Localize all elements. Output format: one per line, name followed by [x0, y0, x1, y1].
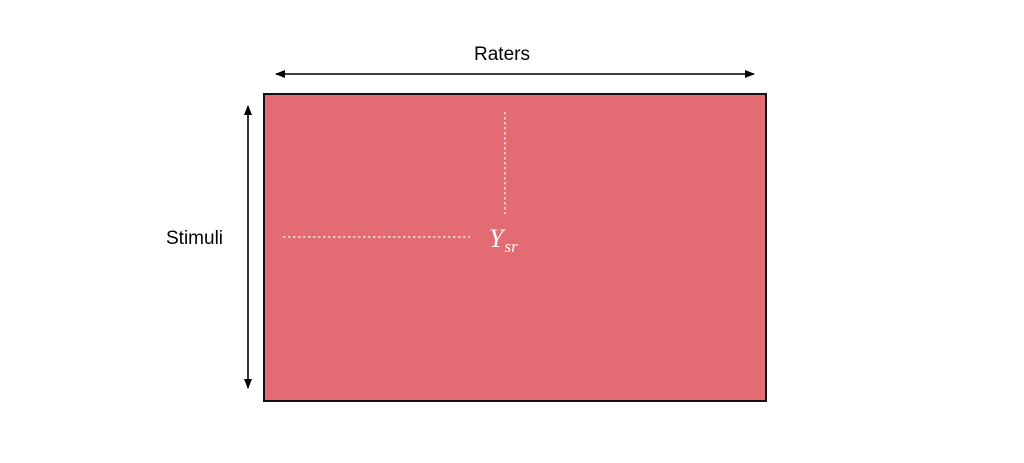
data-matrix	[263, 93, 767, 402]
raters-axis-label: Raters	[474, 44, 530, 65]
cell-subscript: sr	[504, 237, 518, 256]
cell-value-label: Ysr	[489, 224, 518, 256]
cell-symbol: Y	[489, 224, 504, 253]
stimuli-axis-label: Stimuli	[166, 228, 224, 249]
